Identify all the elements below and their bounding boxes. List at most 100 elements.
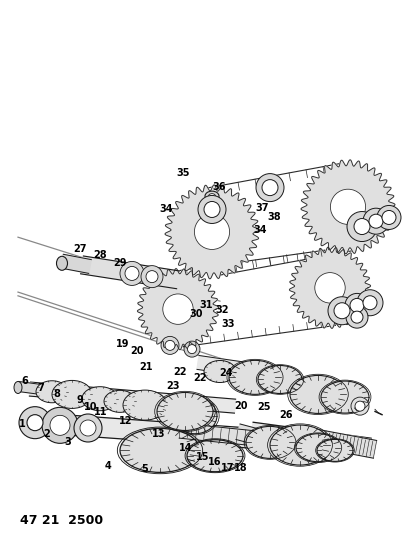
Polygon shape [289, 247, 370, 328]
Circle shape [315, 272, 345, 303]
Text: 4: 4 [105, 462, 111, 471]
Text: 11: 11 [94, 407, 108, 417]
Text: 47 21  2500: 47 21 2500 [20, 514, 104, 527]
Text: 5: 5 [142, 464, 148, 474]
Circle shape [120, 261, 144, 286]
Polygon shape [61, 254, 91, 273]
Circle shape [188, 345, 197, 353]
Text: 9: 9 [76, 395, 83, 405]
Circle shape [198, 196, 226, 223]
Text: 10: 10 [84, 402, 98, 411]
Ellipse shape [246, 426, 294, 458]
Text: 13: 13 [152, 430, 166, 439]
Circle shape [161, 336, 179, 354]
Text: 25: 25 [257, 402, 271, 411]
Ellipse shape [208, 193, 215, 199]
Text: 31: 31 [199, 300, 213, 310]
Polygon shape [308, 428, 377, 458]
Text: 24: 24 [220, 368, 233, 378]
Text: 6: 6 [21, 376, 28, 386]
Circle shape [204, 201, 220, 217]
Text: 14: 14 [179, 443, 193, 453]
Circle shape [256, 174, 284, 201]
Text: 19: 19 [115, 339, 129, 349]
Text: 20: 20 [234, 401, 248, 411]
Polygon shape [137, 269, 219, 350]
Text: 32: 32 [215, 305, 229, 315]
Ellipse shape [14, 382, 22, 393]
Polygon shape [251, 422, 371, 455]
Polygon shape [81, 256, 180, 289]
Text: 27: 27 [73, 245, 86, 254]
Text: 22: 22 [193, 374, 207, 383]
Text: 36: 36 [213, 182, 226, 191]
Circle shape [19, 407, 51, 439]
Circle shape [354, 219, 370, 235]
Ellipse shape [157, 392, 213, 431]
Ellipse shape [258, 366, 302, 393]
Text: 18: 18 [234, 463, 248, 473]
Polygon shape [179, 423, 311, 451]
Ellipse shape [187, 440, 243, 472]
Text: 16: 16 [208, 457, 222, 466]
Circle shape [377, 205, 401, 230]
Text: 23: 23 [166, 382, 180, 391]
Text: 34: 34 [253, 225, 267, 235]
Polygon shape [236, 424, 260, 445]
Circle shape [165, 341, 175, 350]
Ellipse shape [56, 256, 67, 270]
Circle shape [146, 271, 158, 282]
Polygon shape [17, 382, 39, 394]
Ellipse shape [104, 390, 136, 413]
Circle shape [351, 397, 369, 415]
Ellipse shape [290, 375, 346, 414]
Text: 33: 33 [222, 319, 235, 329]
Text: 30: 30 [189, 310, 203, 319]
Text: 3: 3 [64, 438, 71, 447]
Circle shape [141, 265, 163, 288]
Circle shape [347, 212, 377, 241]
Circle shape [27, 415, 43, 431]
Polygon shape [205, 197, 219, 223]
Polygon shape [34, 413, 311, 453]
Circle shape [184, 341, 200, 357]
Ellipse shape [205, 191, 219, 201]
Text: 26: 26 [279, 410, 293, 419]
Text: 35: 35 [177, 168, 191, 178]
Text: 34: 34 [160, 204, 173, 214]
Ellipse shape [321, 381, 369, 413]
Circle shape [369, 214, 383, 228]
Text: 21: 21 [139, 362, 153, 372]
Text: 7: 7 [38, 383, 44, 393]
Text: 1: 1 [19, 419, 26, 429]
Ellipse shape [317, 439, 353, 462]
Circle shape [80, 420, 96, 436]
Ellipse shape [123, 390, 167, 420]
Text: 29: 29 [113, 258, 127, 268]
Polygon shape [301, 160, 395, 254]
Ellipse shape [36, 381, 68, 403]
Ellipse shape [52, 381, 92, 408]
Text: 2: 2 [44, 430, 50, 439]
Circle shape [74, 414, 102, 442]
Text: 20: 20 [130, 346, 144, 356]
Text: 28: 28 [93, 250, 107, 260]
Circle shape [328, 297, 356, 325]
Ellipse shape [270, 425, 330, 465]
Circle shape [357, 290, 383, 316]
Circle shape [194, 214, 230, 249]
Circle shape [346, 306, 368, 328]
Ellipse shape [204, 360, 236, 383]
Ellipse shape [120, 429, 200, 472]
Circle shape [363, 296, 377, 310]
Circle shape [382, 211, 396, 224]
Circle shape [163, 294, 193, 325]
Circle shape [355, 401, 365, 411]
Text: 15: 15 [196, 453, 210, 462]
Circle shape [351, 311, 363, 323]
Polygon shape [29, 382, 235, 413]
Ellipse shape [173, 398, 217, 434]
Ellipse shape [229, 360, 281, 394]
Ellipse shape [82, 386, 118, 411]
Circle shape [330, 189, 366, 224]
